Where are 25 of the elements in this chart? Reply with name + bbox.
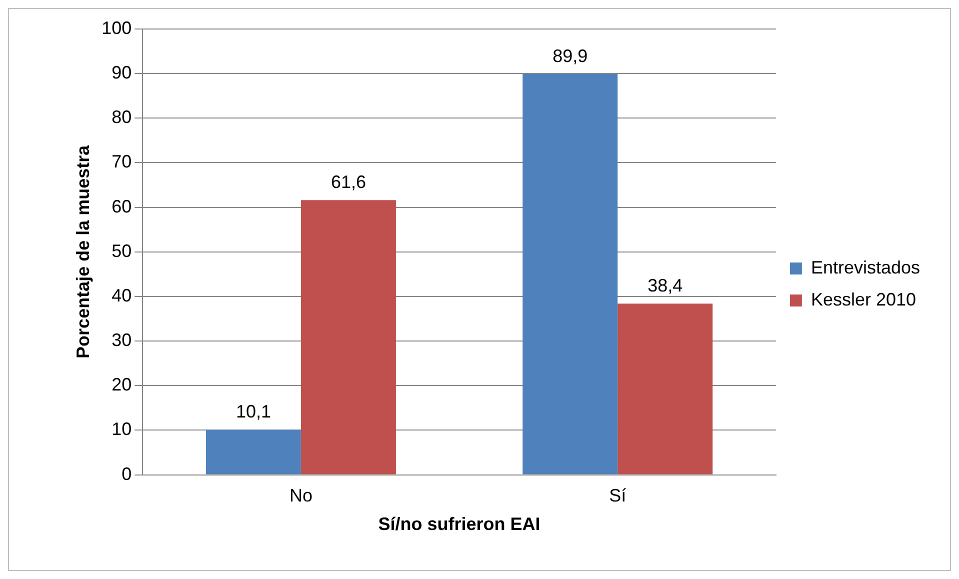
y-tick-label: 60 (112, 196, 132, 216)
x-tick-label: No (289, 486, 312, 506)
y-tick-label: 100 (102, 18, 132, 38)
legend-label: Kessler 2010 (810, 289, 916, 310)
y-tick-label: 70 (112, 152, 132, 172)
data-label: 38,4 (648, 276, 683, 296)
data-label: 10,1 (236, 402, 271, 422)
x-tick-label: Sí (609, 486, 626, 506)
bar (206, 430, 301, 474)
y-tick-label: 50 (112, 240, 132, 261)
y-tick-label: 80 (112, 107, 132, 128)
bar (522, 74, 618, 474)
bar (300, 200, 396, 474)
y-tick-label: 20 (112, 374, 132, 395)
y-axis-title: Porcentaje de la muestra (72, 144, 93, 358)
y-tick-label: 90 (112, 62, 132, 83)
data-label: 61,6 (330, 172, 366, 192)
y-tick-label: 30 (112, 330, 132, 350)
legend-label: Entrevistados (810, 257, 920, 278)
y-tick-label: 40 (112, 285, 132, 306)
data-label: 89,9 (552, 46, 588, 66)
x-axis-title: Sí/no sufrieron EAI (378, 514, 540, 534)
y-tick-label: 0 (122, 464, 132, 484)
bar (618, 304, 713, 474)
y-tick-label: 10 (112, 419, 132, 440)
